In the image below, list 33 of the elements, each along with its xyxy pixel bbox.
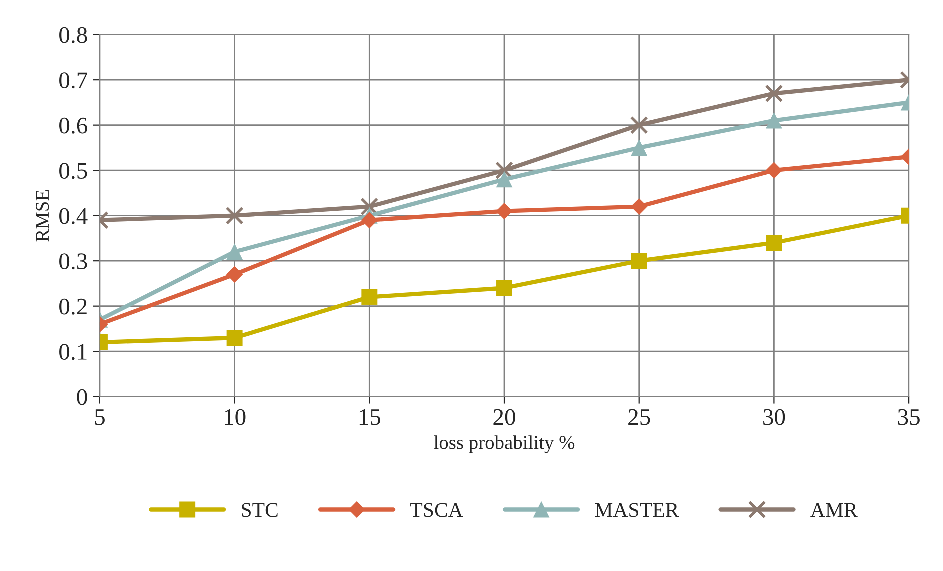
x-tick-label: 25 (628, 409, 650, 426)
y-axis-title: RMSE (36, 190, 50, 242)
point (362, 289, 378, 306)
point (496, 203, 513, 220)
x-tick-label: 15 (360, 409, 381, 426)
point (361, 212, 378, 229)
y-tick-label: 0.2 (60, 298, 87, 315)
point (630, 116, 648, 134)
y-tick-label: 0.4 (60, 208, 88, 224)
point (360, 198, 379, 216)
legend-label: AMR (810, 503, 858, 518)
x-tick-label: 5 (95, 410, 105, 426)
x-tick-label: 10 (225, 409, 246, 426)
y-tick-label: 0.8 (60, 27, 88, 44)
point (631, 253, 648, 270)
point (496, 172, 512, 188)
x-tick-label: 35 (898, 409, 920, 426)
y-tick-label: 0.7 (60, 72, 88, 89)
x-axis-title: loss probability % (434, 436, 575, 454)
y-tick-label: 0.3 (60, 254, 88, 270)
legend-label: TSCA (410, 503, 464, 518)
x-tick-label: 30 (764, 409, 786, 426)
y-tick-label: 0 (77, 389, 88, 406)
x-tick-label: 20 (494, 409, 516, 426)
point (495, 162, 514, 180)
point (496, 280, 512, 296)
point (631, 198, 648, 215)
y-tick-label: 0.1 (60, 344, 87, 360)
legend-label: STC (242, 503, 278, 518)
y-tick-label: 0.6 (60, 118, 88, 134)
point (631, 140, 648, 156)
legend-label: MASTER (595, 503, 680, 518)
y-tick-label: 0.5 (60, 163, 88, 180)
